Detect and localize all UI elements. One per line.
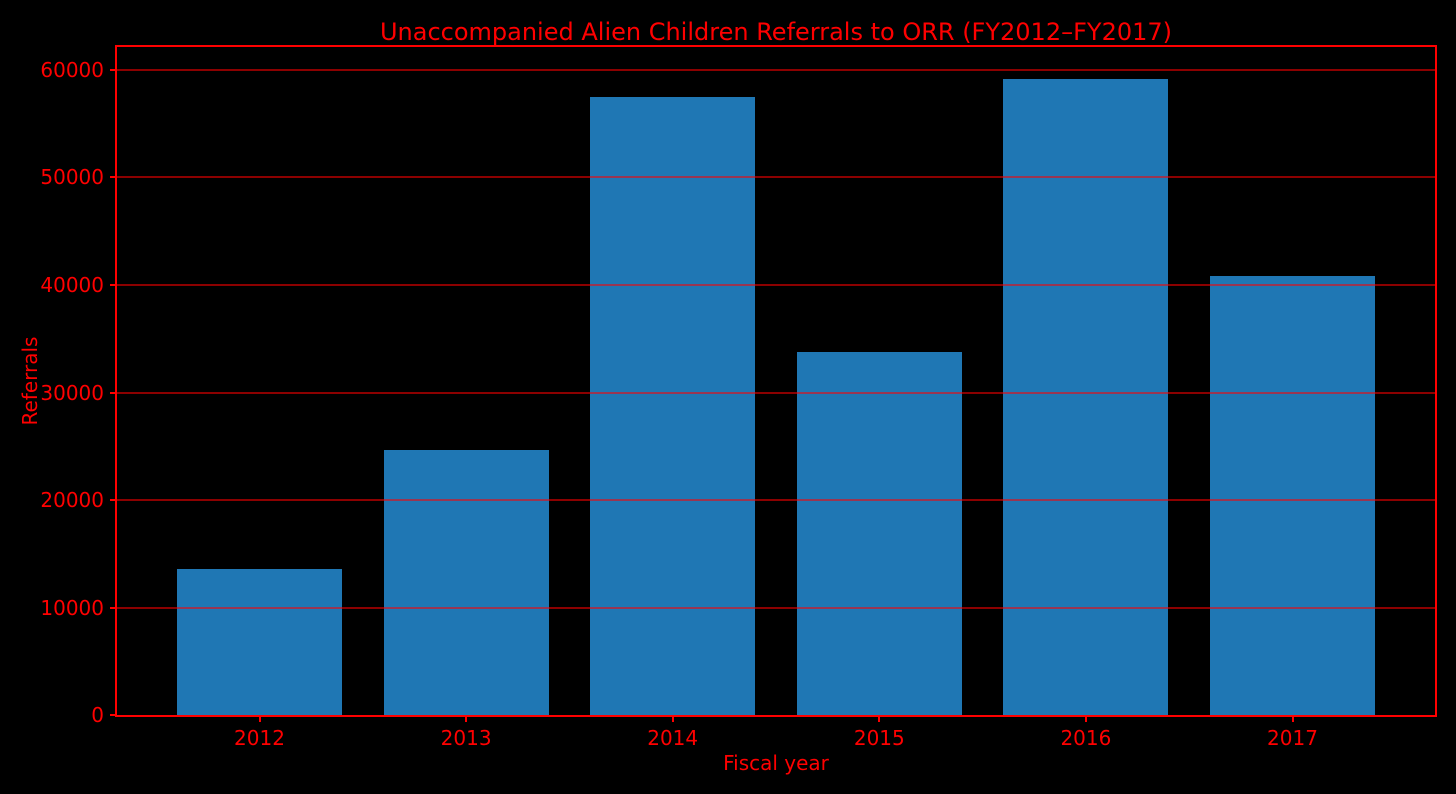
y-tick-label: 40000 (40, 272, 104, 297)
x-tick-label: 2013 (440, 726, 492, 750)
x-tick-label: 2014 (647, 726, 699, 750)
x-tick-mark (258, 715, 261, 722)
gridline-40000 (117, 283, 1435, 286)
x-tick-label: 2012 (234, 726, 285, 750)
x-tick-label: 2016 (1060, 726, 1112, 750)
bar-2017 (1209, 276, 1376, 715)
y-tick-mark (110, 499, 117, 501)
bar-2012 (176, 568, 343, 715)
x-tick-mark (878, 715, 881, 722)
y-tick-mark (110, 283, 117, 286)
y-tick-mark (110, 391, 117, 394)
x-tick-mark (1084, 715, 1087, 722)
bar-2013 (383, 449, 549, 715)
y-tick-label: 10000 (40, 595, 104, 620)
y-tick-mark (110, 176, 117, 179)
y-tick-label: 30000 (40, 380, 104, 405)
y-tick-mark (110, 714, 117, 716)
bar-2014 (590, 96, 756, 715)
gridline-20000 (117, 499, 1435, 501)
y-tick-label: 60000 (40, 57, 104, 82)
gridline-30000 (117, 391, 1435, 394)
y-tick-mark (110, 606, 117, 609)
gridline-60000 (117, 68, 1435, 71)
x-tick-label: 2017 (1267, 726, 1318, 750)
x-axis-label: Fiscal year (723, 751, 829, 775)
bar-2015 (796, 352, 962, 715)
y-tick-mark (110, 68, 117, 71)
chart-title: Unaccompanied Alien Children Referrals t… (379, 18, 1173, 46)
x-tick-mark (465, 715, 468, 722)
x-tick-mark (671, 715, 674, 722)
x-tick-label: 2015 (853, 726, 905, 750)
y-tick-label: 0 (91, 703, 104, 727)
y-tick-label: 20000 (40, 488, 104, 512)
bar-2016 (1003, 78, 1169, 715)
gridline-10000 (117, 606, 1435, 609)
x-tick-mark (1291, 715, 1294, 722)
gridline-50000 (117, 176, 1435, 179)
y-tick-label: 50000 (40, 165, 104, 190)
